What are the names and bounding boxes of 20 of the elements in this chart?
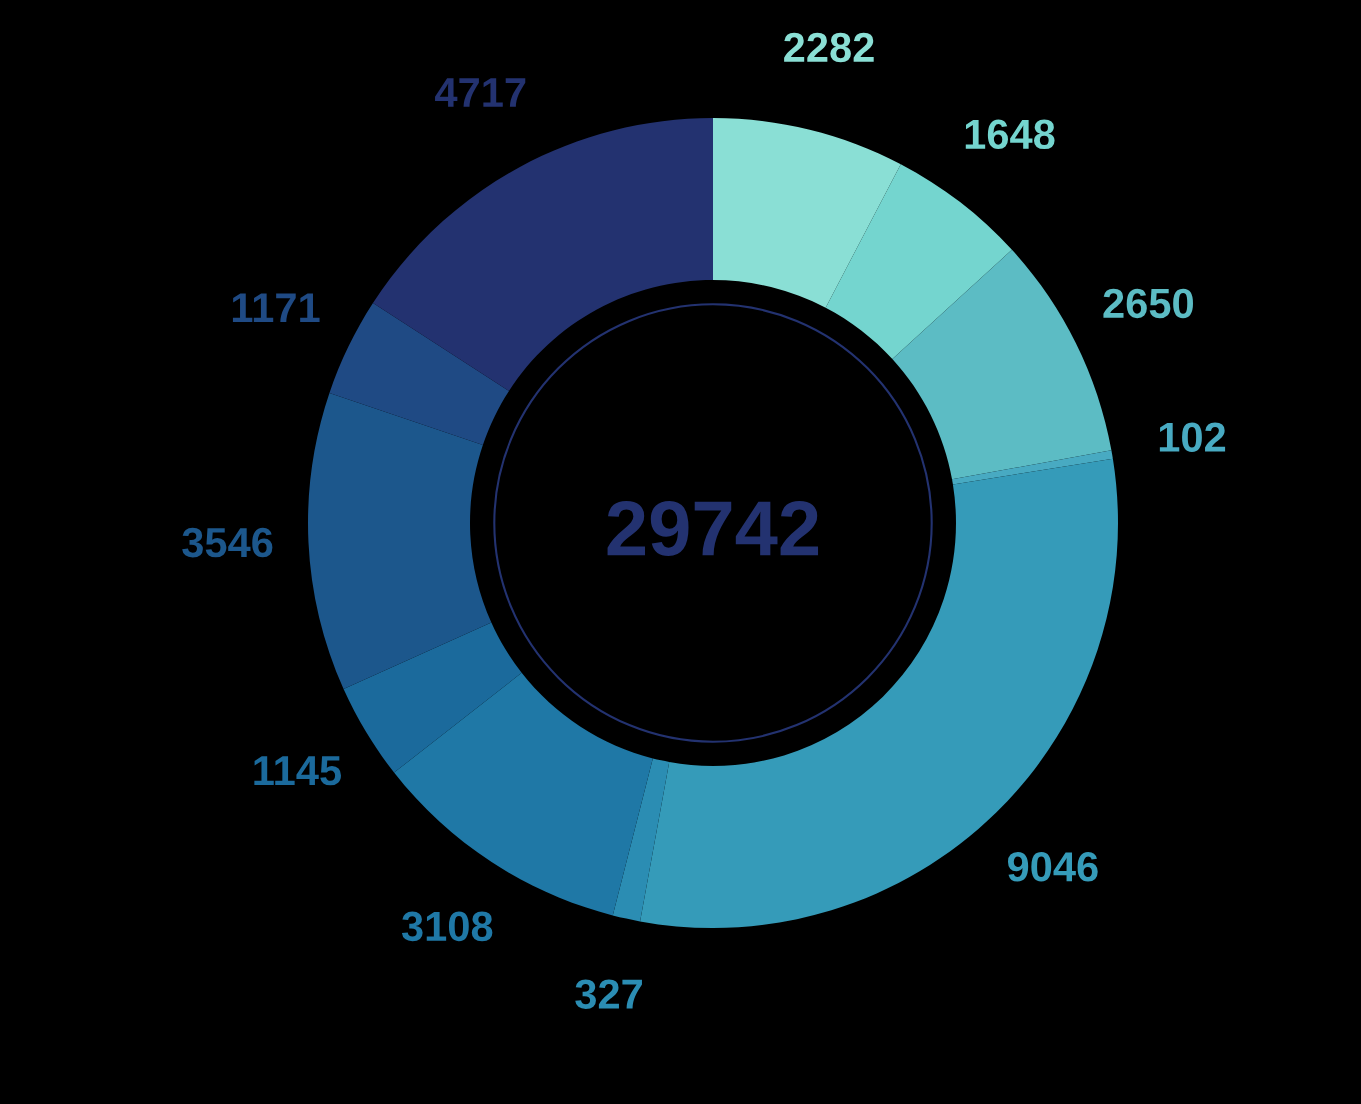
data-label: 2282 <box>784 32 874 63</box>
data-label: 327 <box>575 979 642 1009</box>
donut-slice <box>713 118 901 308</box>
donut-slice <box>825 164 1012 360</box>
data-label: 1171 <box>232 293 320 323</box>
donut-slice <box>343 622 522 773</box>
text: 29742 <box>607 500 819 557</box>
donut-slice <box>952 450 1113 485</box>
data-label: 1648 <box>965 119 1055 150</box>
data-label: 3108 <box>401 911 493 942</box>
data-label: 2650 <box>1103 288 1193 319</box>
donut-slice <box>329 302 509 445</box>
donut-slice <box>372 118 713 391</box>
data-label: 3546 <box>182 527 273 558</box>
donut-slice <box>308 392 492 689</box>
donut-slice <box>612 758 670 922</box>
data-label: 4717 <box>435 78 526 107</box>
data-label: 102 <box>1159 422 1226 452</box>
data-label: 1145 <box>254 756 341 786</box>
data-label: 9046 <box>1007 852 1098 882</box>
